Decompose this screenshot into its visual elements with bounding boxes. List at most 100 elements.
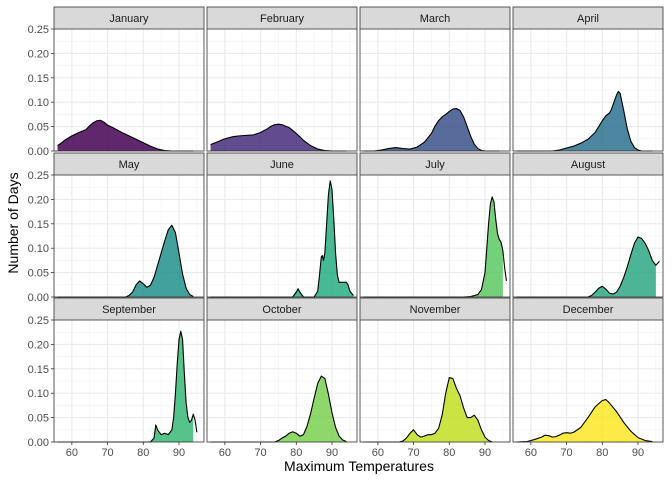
y-tick-label: 0.05 bbox=[28, 413, 49, 425]
facet-may: May 0.00 0.05 0.10 0.15 0.20 0.25 bbox=[28, 152, 205, 304]
facet-june: June bbox=[206, 152, 358, 298]
y-tick-label: 0.25 bbox=[28, 24, 49, 36]
x-tick-label: 80 bbox=[596, 447, 608, 459]
facet-panel-border-october bbox=[206, 319, 358, 443]
x-tick-label: 70 bbox=[407, 447, 419, 459]
x-tick-label: 70 bbox=[254, 447, 266, 459]
y-tick-label: 0.15 bbox=[28, 73, 49, 85]
gridlines-april bbox=[512, 28, 663, 152]
gridlines-december bbox=[512, 319, 663, 443]
density-area-may bbox=[57, 225, 194, 297]
density-line-january bbox=[57, 119, 194, 152]
x-tick-label: 60 bbox=[372, 447, 384, 459]
y-tick-label: 0.25 bbox=[28, 170, 49, 182]
y-tick-label: 0.20 bbox=[28, 48, 49, 60]
density-line-december bbox=[516, 398, 653, 443]
facet-label-march: March bbox=[420, 13, 451, 25]
density-area-march bbox=[363, 108, 500, 151]
y-tick-label: 0.20 bbox=[28, 194, 49, 206]
x-tick-label: 70 bbox=[560, 447, 572, 459]
facet-label-july: July bbox=[425, 159, 445, 171]
y-tick-label: 0.10 bbox=[28, 243, 49, 255]
facet-label-february: February bbox=[260, 13, 305, 25]
density-area-july bbox=[363, 196, 503, 297]
density-line-september bbox=[57, 330, 198, 443]
facet-label-december: December bbox=[563, 304, 614, 316]
facet-label-may: May bbox=[119, 159, 140, 171]
density-line-march bbox=[363, 107, 500, 152]
x-tick-label: 60 bbox=[66, 447, 78, 459]
x-tick-label: 80 bbox=[443, 447, 455, 459]
x-tick-label: 60 bbox=[525, 447, 537, 459]
facet-label-november: November bbox=[410, 304, 461, 316]
x-tick-label: 80 bbox=[137, 447, 149, 459]
density-line-october bbox=[210, 375, 347, 443]
facet-february: February bbox=[206, 6, 358, 152]
y-tick-label: 0.05 bbox=[28, 122, 49, 134]
x-tick-label: 90 bbox=[479, 447, 491, 459]
density-area-april bbox=[516, 91, 653, 151]
y-tick-label: 0.00 bbox=[28, 292, 49, 304]
facet-panel-border-april bbox=[512, 28, 664, 152]
density-area-august bbox=[516, 236, 656, 297]
facet-panel-border-december bbox=[512, 319, 664, 443]
facet-panel-border-january bbox=[53, 28, 205, 152]
facet-march: March bbox=[359, 6, 511, 152]
y-tick-label: 0.05 bbox=[28, 268, 49, 280]
density-line-june bbox=[210, 180, 354, 298]
density-area-december bbox=[516, 399, 653, 442]
y-axis-title: Number of Days bbox=[5, 172, 21, 273]
facet-panel-border-june bbox=[206, 174, 358, 298]
density-line-august bbox=[516, 236, 660, 298]
x-tick-label: 90 bbox=[173, 447, 185, 459]
facet-july: July bbox=[359, 152, 511, 298]
facet-panel-border-february bbox=[206, 28, 358, 152]
facet-panel-border-august bbox=[512, 174, 664, 298]
x-tick-label: 90 bbox=[632, 447, 644, 459]
density-area-january bbox=[57, 120, 194, 151]
x-axis-title: Maximum Temperatures bbox=[284, 458, 434, 474]
density-line-july bbox=[363, 196, 507, 298]
facet-label-october: October bbox=[262, 304, 301, 316]
facet-panel-border-september bbox=[53, 319, 205, 443]
facet-label-april: April bbox=[577, 13, 599, 25]
density-line-february bbox=[210, 123, 347, 152]
y-tick-label: 0.20 bbox=[28, 339, 49, 351]
facet-september: September 0.00 0.05 0.10 0.15 0.20 0.25 60 70 80 9… bbox=[28, 297, 205, 459]
facet-panels: January 0.00 0.05 0.10 0.15 0.20 0.25 February M… bbox=[28, 6, 664, 459]
facet-panel-border-november bbox=[359, 319, 511, 443]
density-area-september bbox=[57, 331, 194, 442]
y-tick-label: 0.15 bbox=[28, 219, 49, 231]
y-tick-label: 0.10 bbox=[28, 388, 49, 400]
y-tick-label: 0.25 bbox=[28, 315, 49, 327]
facet-label-august: August bbox=[571, 159, 605, 171]
density-area-june bbox=[210, 180, 354, 297]
facet-april: April bbox=[512, 6, 664, 152]
x-tick-label: 80 bbox=[290, 447, 302, 459]
facet-december: December 60 70 80 90 bbox=[512, 297, 664, 459]
density-line-may bbox=[57, 224, 194, 298]
density-area-november bbox=[363, 377, 493, 442]
facet-label-june: June bbox=[270, 159, 294, 171]
density-line-november bbox=[363, 377, 493, 443]
facet-november: November 60 70 80 90 bbox=[359, 297, 511, 459]
y-tick-label: 0.10 bbox=[28, 97, 49, 109]
y-tick-label: 0.00 bbox=[28, 437, 49, 449]
gridlines-november bbox=[359, 319, 510, 443]
facet-label-january: January bbox=[109, 13, 149, 25]
y-tick-label: 0.00 bbox=[28, 146, 49, 158]
x-tick-label: 60 bbox=[219, 447, 231, 459]
facet-label-september: September bbox=[102, 304, 156, 316]
facet-panel-border-march bbox=[359, 28, 511, 152]
density-area-october bbox=[210, 376, 347, 442]
facet-august: August bbox=[512, 152, 664, 298]
facet-october: October 60 70 80 90 bbox=[206, 297, 358, 459]
density-line-april bbox=[516, 90, 653, 152]
facet-january: January 0.00 0.05 0.10 0.15 0.20 0.25 bbox=[28, 6, 205, 158]
facet-panel-border-may bbox=[53, 174, 205, 298]
y-tick-label: 0.15 bbox=[28, 364, 49, 376]
density-area-february bbox=[210, 124, 347, 151]
facet-panel-border-july bbox=[359, 174, 511, 298]
x-tick-label: 90 bbox=[326, 447, 338, 459]
